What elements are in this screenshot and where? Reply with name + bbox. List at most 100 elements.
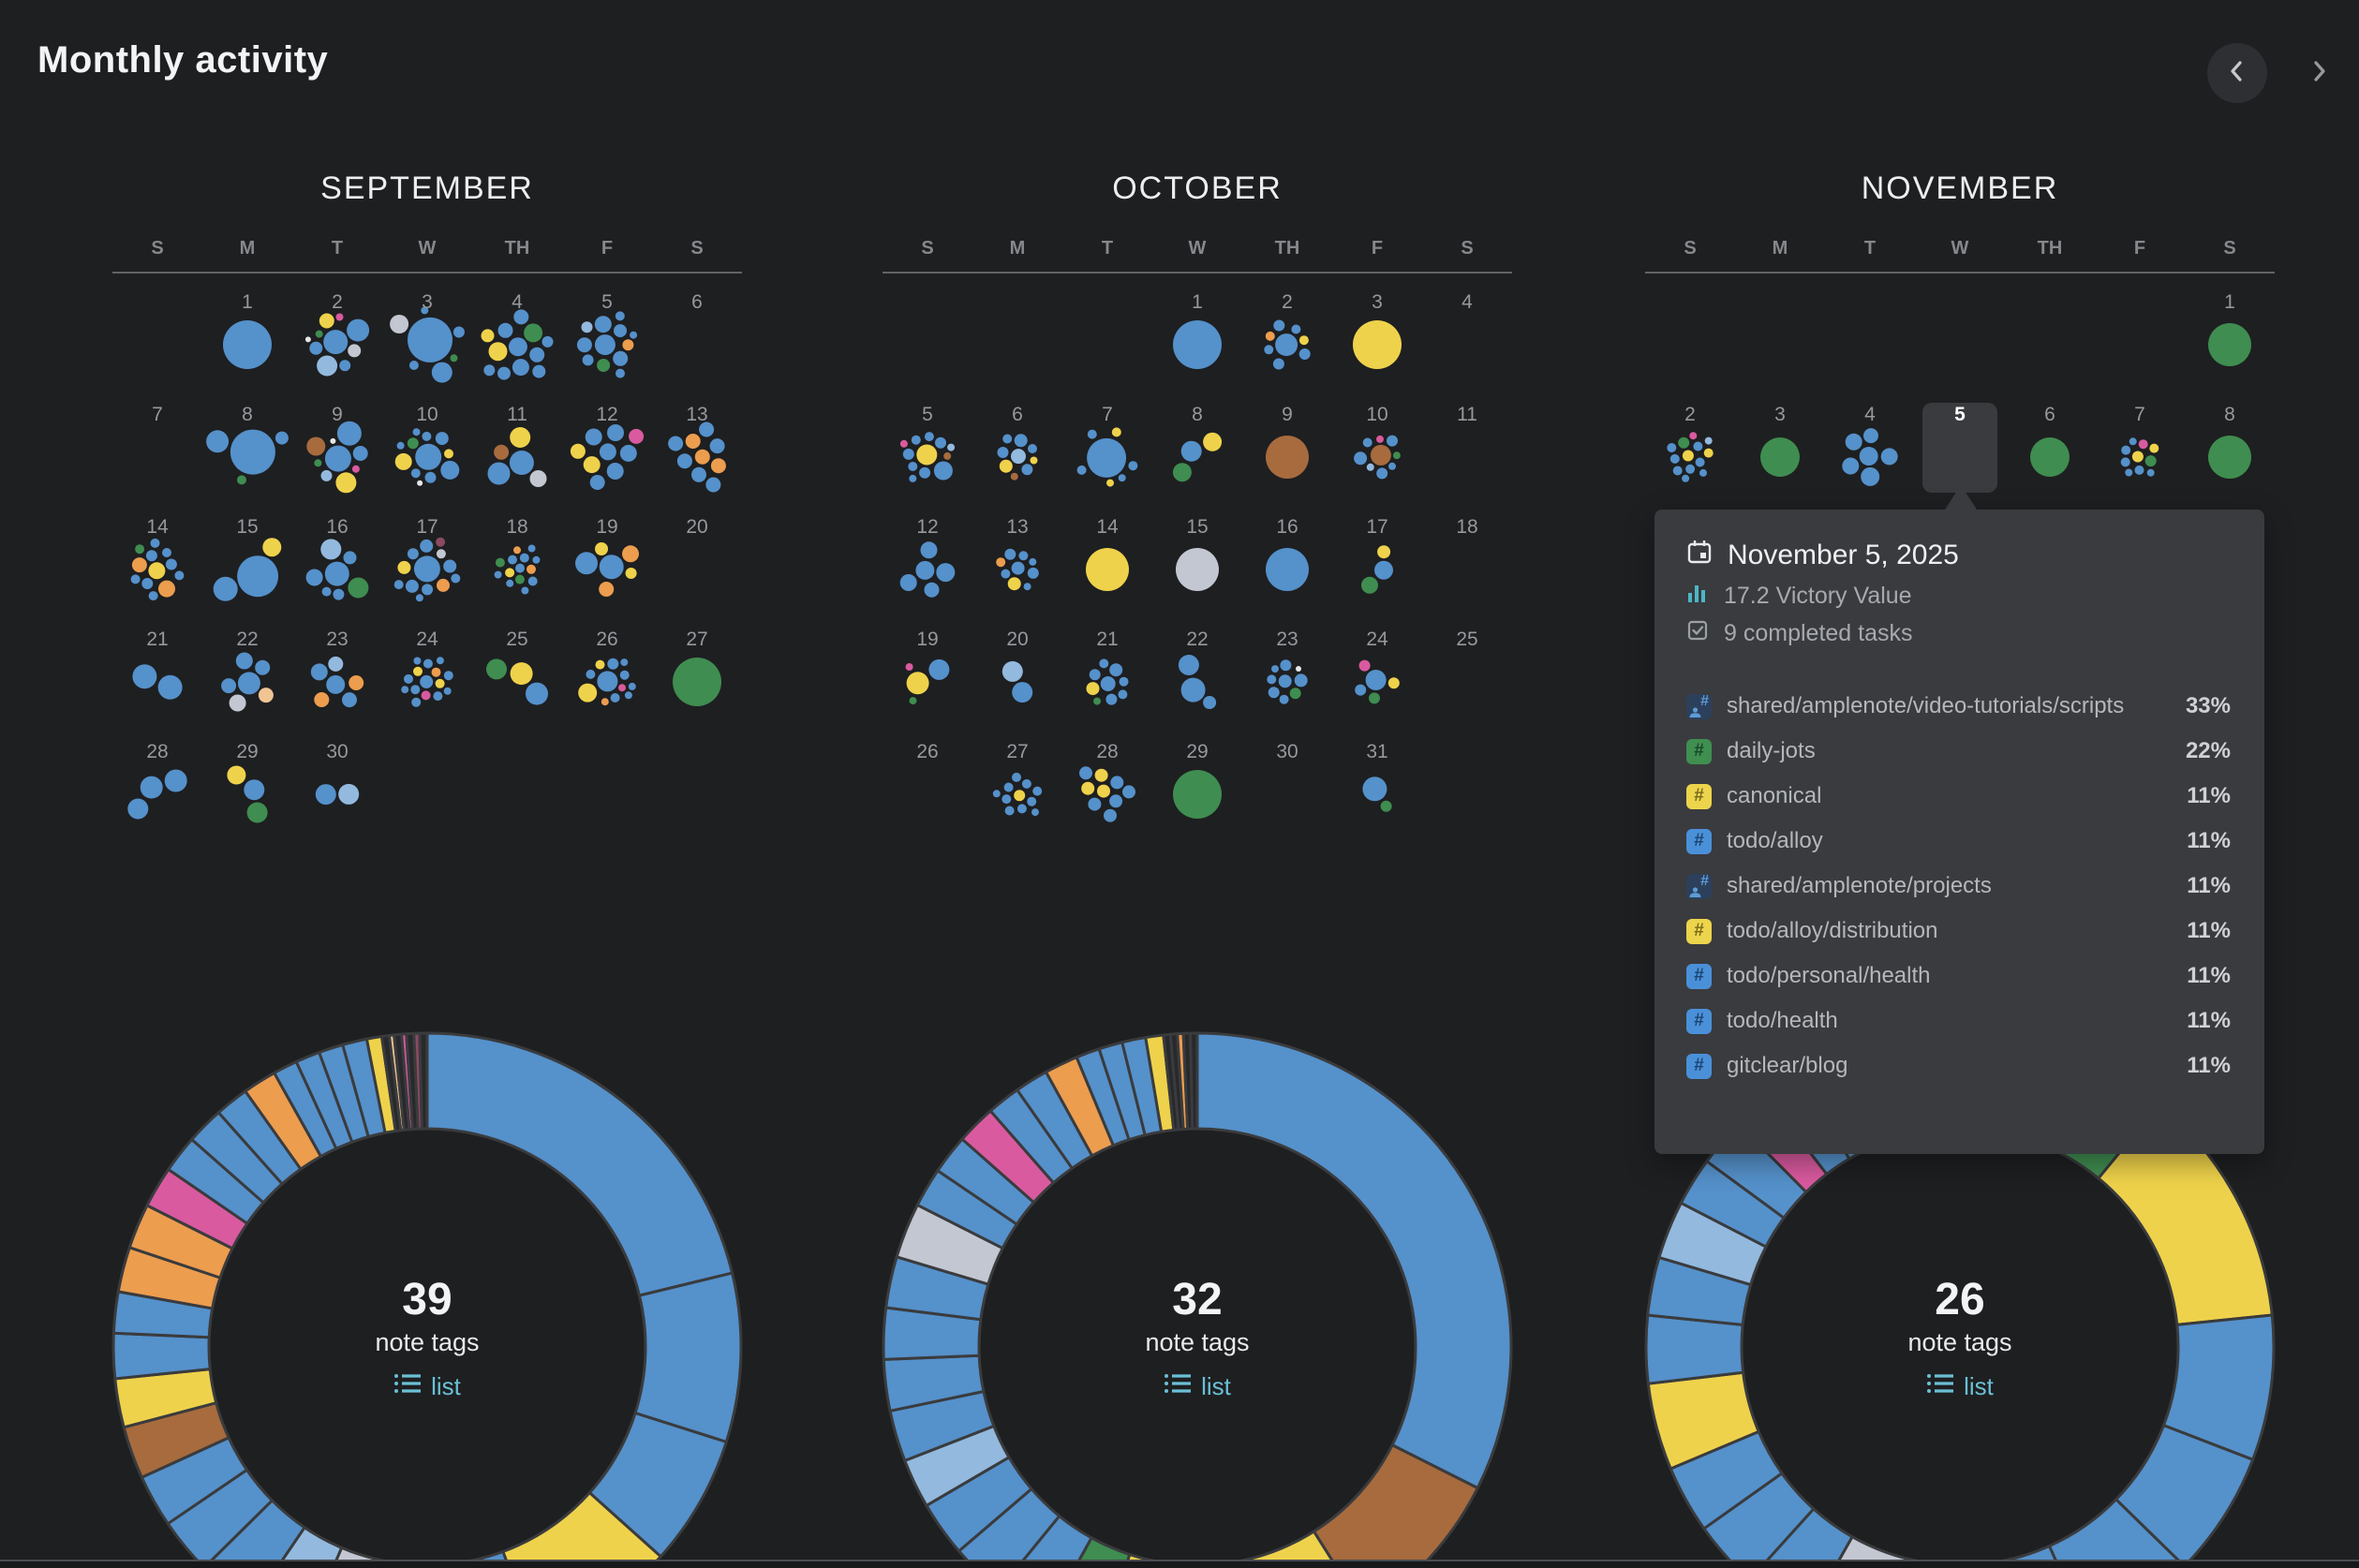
day-number: 8	[242, 404, 253, 425]
tag-row[interactable]: # todo/alloy 11%	[1686, 819, 2231, 864]
day-number: 8	[1192, 404, 1203, 425]
day-cell-november-4[interactable]: 4	[1832, 403, 1907, 493]
day-cell-september-9[interactable]: 9	[300, 403, 375, 493]
day-number: 1	[2224, 291, 2235, 313]
tag-row[interactable]: # daily-jots 22%	[1686, 729, 2231, 774]
tag-row[interactable]: # todo/personal/health 11%	[1686, 954, 2231, 998]
day-cell-october-21[interactable]: 21	[1070, 628, 1145, 717]
day-cell-october-24[interactable]: 24	[1340, 628, 1415, 717]
day-cell-september-10[interactable]: 10	[390, 403, 465, 493]
day-cell-october-25[interactable]: 25	[1430, 628, 1505, 717]
page-title: Monthly activity	[37, 39, 329, 81]
day-cell-october-23[interactable]: 23	[1250, 628, 1325, 717]
day-cell-october-18[interactable]: 18	[1430, 515, 1505, 605]
day-cell-september-5[interactable]: 5	[570, 290, 645, 380]
day-cell-november-8[interactable]: 8	[2192, 403, 2267, 493]
day-cell-september-14[interactable]: 14	[120, 515, 195, 605]
day-cell-november-6[interactable]: 6	[2012, 403, 2087, 493]
day-cell-september-4[interactable]: 4	[480, 290, 555, 380]
day-cell-november-5[interactable]: 5	[1922, 403, 1997, 493]
day-cell-september-27[interactable]: 27	[660, 628, 734, 717]
tag-row[interactable]: # shared/amplenote/projects 11%	[1686, 864, 2231, 909]
day-cell-october-2[interactable]: 2	[1250, 290, 1325, 380]
next-month-button[interactable]	[2289, 43, 2349, 103]
note-tags-donut-october[interactable]	[869, 1019, 1525, 1568]
tag-row[interactable]: # canonical 11%	[1686, 774, 2231, 819]
chevron-left-icon	[2224, 58, 2250, 89]
day-number: 11	[1457, 404, 1477, 425]
prev-month-button[interactable]	[2207, 43, 2267, 103]
day-cell-november-7[interactable]: 7	[2102, 403, 2177, 493]
day-cell-september-28[interactable]: 28	[120, 740, 195, 830]
day-cell-october-15[interactable]: 15	[1160, 515, 1235, 605]
day-cell-october-7[interactable]: 7	[1070, 403, 1145, 493]
day-cell-september-25[interactable]: 25	[480, 628, 555, 717]
tag-name: todo/personal/health	[1727, 963, 1931, 988]
day-cell-october-16[interactable]: 16	[1250, 515, 1325, 605]
day-cell-september-11[interactable]: 11	[480, 403, 555, 493]
donut-list-link[interactable]: list	[1926, 1372, 1994, 1401]
day-cell-september-6[interactable]: 6	[660, 290, 734, 380]
day-cell-november-2[interactable]: 2	[1653, 403, 1728, 493]
day-cell-october-9[interactable]: 9	[1250, 403, 1325, 493]
day-number: 6	[2044, 404, 2055, 425]
day-cell-october-12[interactable]: 12	[890, 515, 965, 605]
day-cell-october-26[interactable]: 26	[890, 740, 965, 830]
day-cell-september-22[interactable]: 22	[210, 628, 285, 717]
day-cell-october-28[interactable]: 28	[1070, 740, 1145, 830]
tag-row[interactable]: # todo/health 11%	[1686, 998, 2231, 1043]
day-cell-september-8[interactable]: 8	[210, 403, 285, 493]
tag-row[interactable]: # gitclear/blog 11%	[1686, 1043, 2231, 1088]
note-tags-donut-september[interactable]	[99, 1019, 755, 1568]
tag-row[interactable]: # shared/amplenote/video-tutorials/script…	[1686, 684, 2231, 729]
day-cell-september-13[interactable]: 13	[660, 403, 734, 493]
day-cell-november-1[interactable]: 1	[2192, 290, 2267, 380]
day-number: 25	[506, 629, 528, 650]
day-cell-october-31[interactable]: 31	[1340, 740, 1415, 830]
day-cell-october-6[interactable]: 6	[980, 403, 1055, 493]
day-cell-september-16[interactable]: 16	[300, 515, 375, 605]
day-cell-september-1[interactable]: 1	[210, 290, 285, 380]
donut-list-link[interactable]: list	[393, 1372, 461, 1401]
day-cell-october-20[interactable]: 20	[980, 628, 1055, 717]
day-cell-november-3[interactable]: 3	[1743, 403, 1817, 493]
day-cell-september-12[interactable]: 12	[570, 403, 645, 493]
day-cell-october-14[interactable]: 14	[1070, 515, 1145, 605]
day-cell-october-29[interactable]: 29	[1160, 740, 1235, 830]
day-cell-september-24[interactable]: 24	[390, 628, 465, 717]
tag-name: todo/health	[1727, 1008, 1838, 1033]
day-cell-september-3[interactable]: 3	[390, 290, 465, 380]
day-cell-september-26[interactable]: 26	[570, 628, 645, 717]
day-cell-october-4[interactable]: 4	[1430, 290, 1505, 380]
day-cell-october-5[interactable]: 5	[890, 403, 965, 493]
day-cell-september-15[interactable]: 15	[210, 515, 285, 605]
day-cell-september-18[interactable]: 18	[480, 515, 555, 605]
day-cell-october-22[interactable]: 22	[1160, 628, 1235, 717]
day-cell-september-29[interactable]: 29	[210, 740, 285, 830]
day-cell-october-10[interactable]: 10	[1340, 403, 1415, 493]
day-cell-october-11[interactable]: 11	[1430, 403, 1505, 493]
day-cell-september-2[interactable]: 2	[300, 290, 375, 380]
day-cell-october-17[interactable]: 17	[1340, 515, 1415, 605]
day-cell-september-20[interactable]: 20	[660, 515, 734, 605]
day-cell-september-17[interactable]: 17	[390, 515, 465, 605]
day-cell-september-30[interactable]: 30	[300, 740, 375, 830]
bar-chart-icon	[1686, 582, 1709, 611]
day-cell-september-23[interactable]: 23	[300, 628, 375, 717]
day-cell-september-21[interactable]: 21	[120, 628, 195, 717]
day-cell-october-3[interactable]: 3	[1340, 290, 1415, 380]
donut-list-link[interactable]: list	[1164, 1372, 1231, 1401]
day-cell-september-19[interactable]: 19	[570, 515, 645, 605]
tag-row[interactable]: # todo/alloy/distribution 11%	[1686, 909, 2231, 954]
day-cell-october-8[interactable]: 8	[1160, 403, 1235, 493]
tag-list: # shared/amplenote/video-tutorials/script…	[1686, 684, 2231, 1088]
day-cell-october-30[interactable]: 30	[1250, 740, 1325, 830]
day-cell-october-27[interactable]: 27	[980, 740, 1055, 830]
day-cell-october-13[interactable]: 13	[980, 515, 1055, 605]
day-cell-october-1[interactable]: 1	[1160, 290, 1235, 380]
day-cell-october-19[interactable]: 19	[890, 628, 965, 717]
day-cell-september-7[interactable]: 7	[120, 403, 195, 493]
tag-icon-blue: #	[1686, 828, 1712, 854]
day-number: 23	[326, 629, 349, 650]
day-number: 20	[1006, 629, 1029, 650]
